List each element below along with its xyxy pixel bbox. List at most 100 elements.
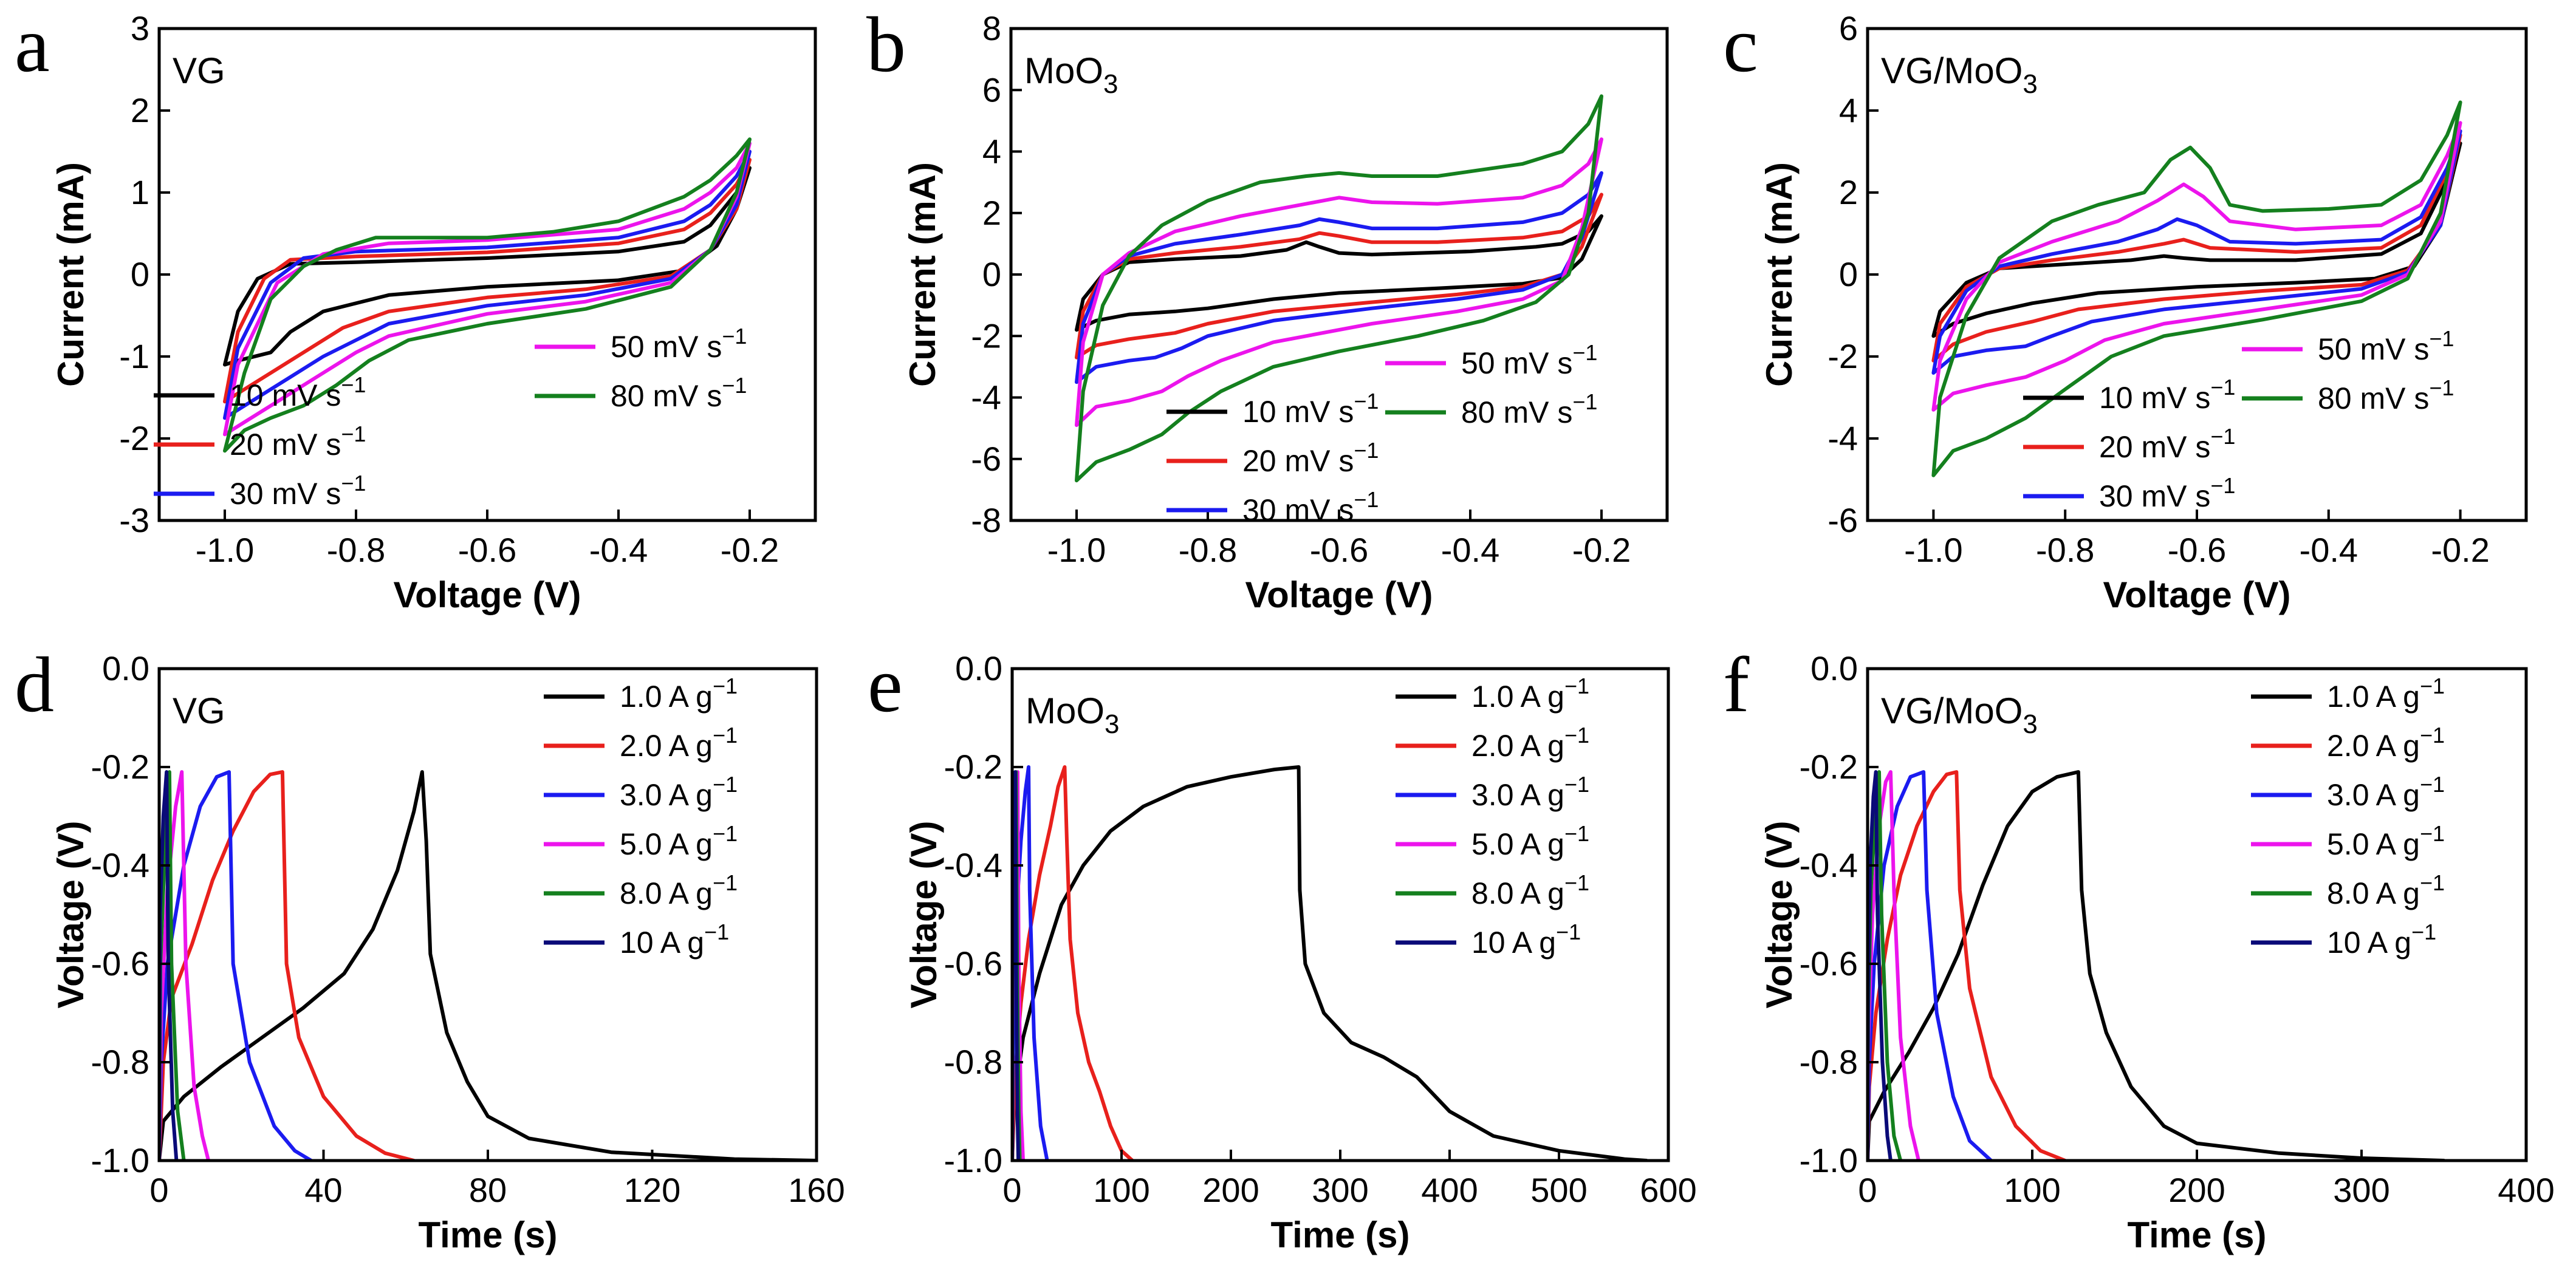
- y-tick-label: 8: [982, 9, 1001, 47]
- legend-label-superscript: −1: [722, 373, 747, 398]
- panel-c: -1.0 -0.8 -0.6 -0.4 -0.2 -6 -4 -2 0 2 4 6 Voltage (V…: [1723, 1, 2528, 615]
- legend-label-superscript: −1: [2420, 674, 2445, 698]
- legend: 10 mV s−1 20 mV s−1 30 mV s−1 50 mV s−1 80 m…: [2023, 326, 2454, 513]
- legend-item: 5.0 A g−1: [2251, 821, 2445, 861]
- x-tick-label: -0.4: [589, 531, 648, 569]
- y-axis-title: Voltage (V): [1759, 821, 1800, 1009]
- y-tick-label: 0.0: [955, 649, 1002, 687]
- legend-label: 2.0 A g−1: [1471, 723, 1589, 763]
- y-tick-label: -0.8: [1800, 1043, 1858, 1081]
- legend-label-superscript: −1: [2411, 919, 2436, 944]
- legend-item: 8.0 A g−1: [544, 870, 738, 910]
- legend-label-text: 20 mV s: [230, 428, 341, 462]
- legend-item: 2.0 A g−1: [544, 723, 738, 763]
- legend-label: 80 mV s−1: [2318, 375, 2454, 415]
- legend-label-superscript: −1: [1354, 487, 1379, 512]
- legend-item: 2.0 A g−1: [2251, 723, 2445, 763]
- x-tick-label: 120: [624, 1171, 680, 1209]
- legend-label: 3.0 A g−1: [1471, 772, 1589, 812]
- y-tick-label: -0.8: [944, 1043, 1003, 1081]
- legend-label: 1.0 A g−1: [2327, 674, 2445, 714]
- y-tick-label: 0.0: [1810, 649, 1858, 687]
- x-tick-label: 300: [2333, 1171, 2389, 1209]
- legend: 1.0 A g−12.0 A g−13.0 A g−15.0 A g−18.0 …: [2251, 674, 2445, 960]
- legend-label: 10 A g−1: [2327, 919, 2436, 960]
- legend-label: 20 mV s−1: [2099, 424, 2235, 464]
- y-tick-label: -0.4: [91, 846, 150, 884]
- legend-label: 10 A g−1: [1471, 919, 1581, 960]
- legend-item: 30 mV s−1: [1166, 487, 1379, 527]
- legend-item: 2.0 A g−1: [1396, 723, 1589, 763]
- x-tick-label: -1.0: [196, 531, 255, 569]
- panel-d: 0 40 80 120 160 -1.0 -0.8 -0.6 -0.4 -0.2 0.0 Time (…: [15, 641, 845, 1255]
- legend-label-superscript: −1: [341, 471, 366, 496]
- sample-label: MoO3: [1024, 50, 1118, 99]
- legend-label-text: 10 mV s: [1242, 395, 1354, 429]
- y-tick-label: -0.2: [1800, 748, 1858, 786]
- legend-label: 50 mV s−1: [611, 324, 747, 364]
- y-tick-label: 1: [131, 173, 149, 211]
- x-tick-label: 0: [1002, 1171, 1021, 1209]
- plot-area: [1931, 100, 2462, 477]
- legend-label-superscript: −1: [2210, 473, 2235, 498]
- x-axis-title: Time (s): [2128, 1215, 2267, 1255]
- legend-label-text: 2.0 A g: [620, 729, 713, 763]
- legend-label-superscript: −1: [1354, 438, 1379, 463]
- x-tick-label: -0.4: [1441, 531, 1500, 569]
- y-tick-label: 6: [982, 70, 1001, 109]
- y-tick-label: 0: [1839, 255, 1858, 293]
- legend-label: 10 A g−1: [620, 919, 729, 960]
- legend-label-text: 3.0 A g: [620, 778, 713, 812]
- legend-label-text: 30 mV s: [2099, 479, 2210, 513]
- legend-label-text: 20 mV s: [1242, 444, 1354, 478]
- legend-label-text: 10 A g: [620, 926, 704, 960]
- x-tick-label: -0.6: [458, 531, 517, 569]
- legend-label-text: 10 mV s: [2099, 381, 2210, 415]
- legend: 1.0 A g−12.0 A g−13.0 A g−15.0 A g−18.0 …: [1396, 674, 1589, 960]
- series-line-50-mv-s: [1931, 121, 2462, 412]
- legend-label-superscript: −1: [341, 372, 366, 397]
- legend-item: 3.0 A g−1: [544, 772, 738, 812]
- sample-label: VG: [173, 691, 225, 731]
- x-tick-label: 100: [2004, 1171, 2060, 1209]
- x-tick-label: -0.2: [1572, 531, 1631, 569]
- legend-label-text: 1.0 A g: [620, 680, 713, 714]
- legend-label-text: 50 mV s: [1461, 346, 1572, 380]
- legend-item: 10 mV s−1: [2023, 375, 2235, 415]
- x-tick-label: 160: [788, 1171, 844, 1209]
- legend-label-superscript: −1: [1572, 340, 1597, 365]
- sample-label: VG/MoO3: [1881, 50, 2038, 99]
- legend-label-superscript: −1: [1564, 821, 1589, 846]
- legend-label-text: 3.0 A g: [1471, 778, 1564, 812]
- sample-label: VG: [173, 50, 225, 91]
- panel-b: -1.0 -0.8 -0.6 -0.4 -0.2 -8 -6 -4 -2 0 2 4 6 8 Voltage…: [866, 1, 1669, 615]
- legend-label: 8.0 A g−1: [620, 870, 738, 910]
- legend-label: 5.0 A g−1: [1471, 821, 1589, 861]
- legend-label-text: 30 mV s: [1242, 493, 1354, 527]
- x-tick-label: -0.8: [327, 531, 386, 569]
- legend-label-text: 3.0 A g: [2327, 778, 2420, 812]
- legend-label-superscript: −1: [1564, 772, 1589, 797]
- x-tick-label: 100: [1093, 1171, 1149, 1209]
- y-tick-label: 2: [982, 194, 1001, 232]
- legend: 1.0 A g−12.0 A g−13.0 A g−15.0 A g−18.0 …: [544, 674, 738, 960]
- legend-item: 20 mV s−1: [2023, 424, 2235, 464]
- legend-item: 5.0 A g−1: [1396, 821, 1589, 861]
- x-tick-label: 200: [1202, 1171, 1259, 1209]
- y-tick-label: -1.0: [944, 1141, 1003, 1179]
- x-tick-label: 500: [1530, 1171, 1587, 1209]
- panel-letter: e: [868, 641, 903, 729]
- legend-label-text: 50 mV s: [611, 330, 722, 364]
- legend-item: 1.0 A g−1: [1396, 674, 1589, 714]
- legend-label-superscript: −1: [2420, 723, 2445, 748]
- legend-label: 50 mV s−1: [2318, 326, 2454, 366]
- panel-letter: c: [1723, 1, 1758, 89]
- y-tick-label: -2: [971, 316, 1001, 355]
- legend-item: 1.0 A g−1: [544, 674, 738, 714]
- legend-label-superscript: −1: [341, 421, 366, 446]
- legend-item: 8.0 A g−1: [1396, 870, 1589, 910]
- legend-label-text: 10 A g: [1471, 926, 1556, 960]
- legend-label: 2.0 A g−1: [2327, 723, 2445, 763]
- legend-label: 3.0 A g−1: [620, 772, 738, 812]
